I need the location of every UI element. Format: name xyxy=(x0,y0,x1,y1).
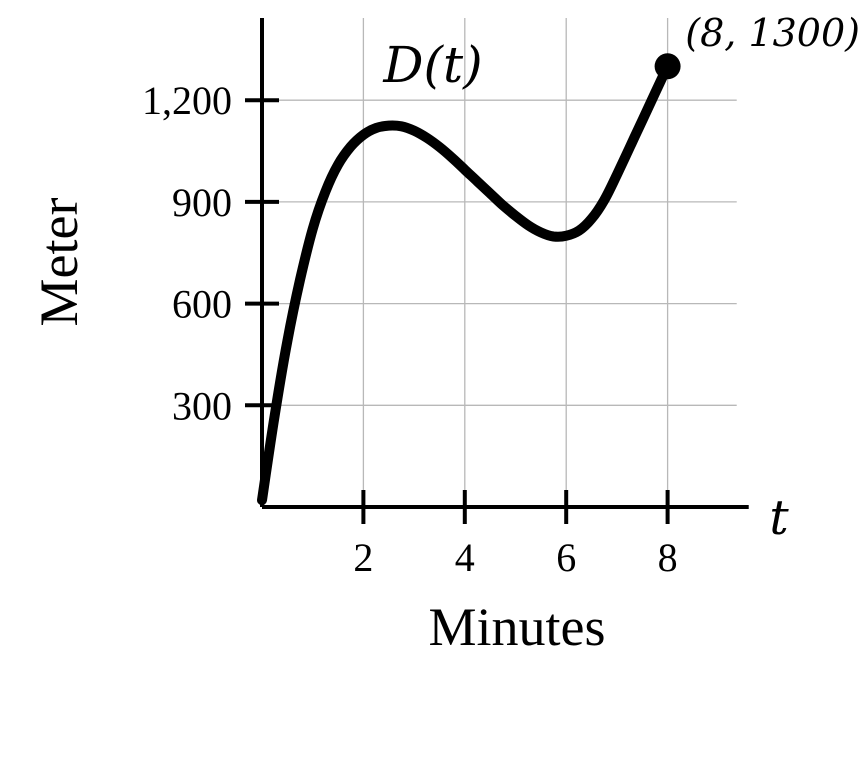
series xyxy=(257,53,681,506)
ticks: 2 4 6 8 300 600 900 1,200 xyxy=(142,78,678,580)
x-tick-label-4: 4 xyxy=(455,535,475,580)
series-line-0 xyxy=(257,61,673,506)
y-tick-label-600: 600 xyxy=(172,282,232,327)
y-tick-label-900: 900 xyxy=(172,180,232,225)
x-tick-label-8: 8 xyxy=(658,535,678,580)
y-tick-label-300: 300 xyxy=(172,383,232,428)
endpoint-marker xyxy=(654,53,681,80)
y-axis-title: Meter xyxy=(29,198,89,327)
x-tick-label-6: 6 xyxy=(556,535,576,580)
grid xyxy=(262,18,737,507)
y-tick-label-1,200: 1,200 xyxy=(142,78,232,123)
x-axis-variable-label: t xyxy=(769,490,789,546)
axes xyxy=(260,18,749,509)
x-tick-label-2: 2 xyxy=(353,535,373,580)
endpoint-label: (8, 1300) xyxy=(685,11,860,55)
x-axis-title: Minutes xyxy=(428,597,605,657)
curve-label: D(t) xyxy=(382,36,482,94)
